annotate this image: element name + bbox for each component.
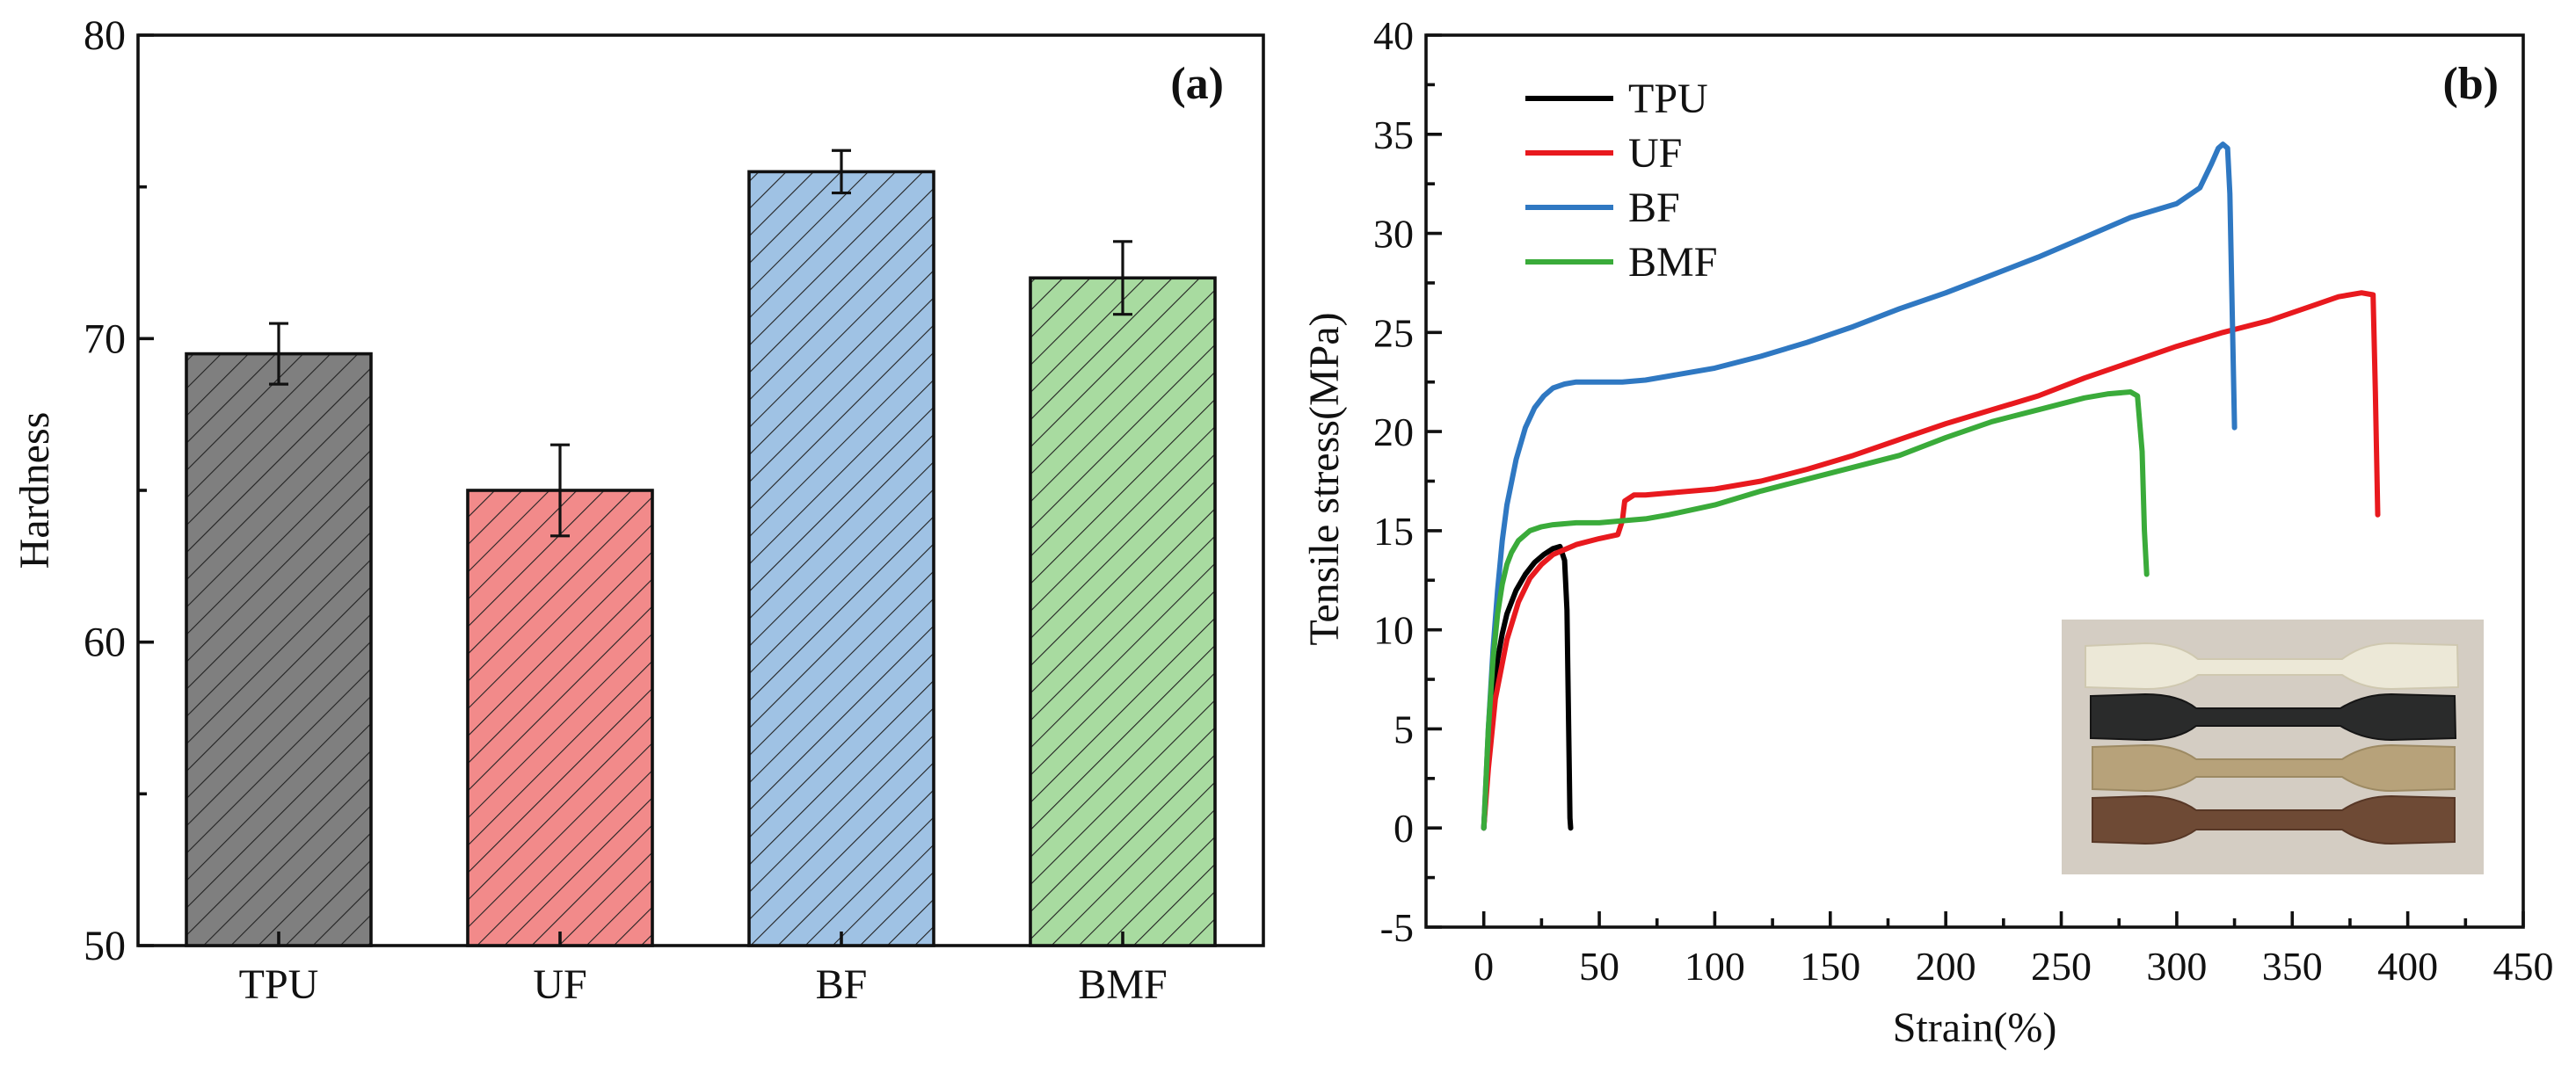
bar-bf: [747, 170, 935, 947]
x-tick-label: 300: [2146, 944, 2207, 989]
panel-b-ticks: [1426, 33, 2525, 929]
legend-label-bf: BF: [1628, 185, 1680, 231]
y-tick-label: 60: [84, 620, 126, 666]
y-tick-label: 5: [1394, 707, 1414, 751]
panel-b-x-tick-labels: 0 50 100 150 200 250 300 350 400 450: [1474, 944, 2553, 989]
y-tick-label: 50: [84, 923, 126, 969]
specimen-white: [2085, 642, 2460, 691]
category-label-bmf: BMF: [1078, 961, 1167, 1008]
panel-a-ticks: [138, 33, 1124, 947]
panel-b-y-tick-labels: -5 0 5 10 15 20 25 30 35 40: [1373, 13, 1414, 950]
x-tick-label: 400: [2377, 944, 2438, 989]
series-line-bf: [1481, 141, 2238, 831]
bar-bmf: [1029, 276, 1217, 947]
panel-b-label: (b): [2442, 59, 2499, 109]
x-tick-label: 200: [1916, 944, 1976, 989]
y-tick-label: 80: [84, 12, 126, 59]
bar-uf: [466, 489, 654, 947]
category-label-tpu: TPU: [239, 961, 319, 1008]
bar-tpu: [185, 352, 373, 947]
x-tick-label: 50: [1579, 944, 1619, 989]
y-tick-label: 0: [1394, 806, 1414, 851]
series-line-uf: [1481, 290, 2381, 831]
panel-a-bar-chart: 50 60 70 80 TPU UF BF BMF Hardness (a): [11, 12, 1265, 1008]
y-tick-label: 70: [84, 315, 126, 362]
legend-label-bmf: BMF: [1628, 239, 1717, 286]
x-tick-label: 350: [2262, 944, 2323, 989]
x-tick-label: 150: [1800, 944, 1860, 989]
specimen-brown: [2092, 794, 2456, 845]
y-tick-label: 15: [1373, 509, 1414, 554]
panel-a-bars: [185, 149, 1217, 947]
category-label-uf: UF: [533, 961, 586, 1008]
legend-label-tpu: TPU: [1628, 76, 1708, 122]
panel-a-category-labels: TPU UF BF BMF: [239, 961, 1168, 1008]
x-tick-label: 250: [2031, 944, 2092, 989]
panel-a-label: (a): [1170, 59, 1224, 109]
panel-b-series-lines: [1481, 141, 2381, 831]
x-tick-label: 450: [2493, 944, 2554, 989]
category-label-bf: BF: [816, 961, 868, 1008]
panel-b-y-axis-label: Tensile stress(MPa): [1301, 312, 1348, 645]
y-tick-label: 25: [1373, 310, 1414, 355]
series-line-bmf: [1481, 389, 2150, 831]
x-tick-label: 100: [1685, 944, 1745, 989]
specimen-black: [2090, 692, 2457, 742]
x-tick-label: 0: [1474, 944, 1494, 989]
legend-label-uf: UF: [1628, 130, 1682, 177]
y-tick-label: 30: [1373, 212, 1414, 257]
y-tick-label: 35: [1373, 112, 1414, 157]
panel-a-y-tick-labels: 50 60 70 80: [84, 12, 126, 969]
specimen-beige: [2092, 743, 2456, 793]
y-tick-label: 40: [1373, 13, 1414, 58]
panel-a-y-axis-label: Hardness: [11, 412, 58, 569]
panel-b-legend: TPU UF BF BMF: [1525, 76, 1717, 286]
y-tick-label: 10: [1373, 608, 1414, 653]
y-tick-label: -5: [1380, 905, 1414, 950]
y-tick-label: 20: [1373, 410, 1414, 454]
panel-b-x-axis-label: Strain(%): [1893, 1004, 2057, 1051]
panel-b-line-chart: 0 50 100 150 200 250 300 350 400 450 -5 0 5 10 15 20 25…: [1301, 13, 2554, 1051]
specimen-photo-inset: [2062, 620, 2484, 874]
